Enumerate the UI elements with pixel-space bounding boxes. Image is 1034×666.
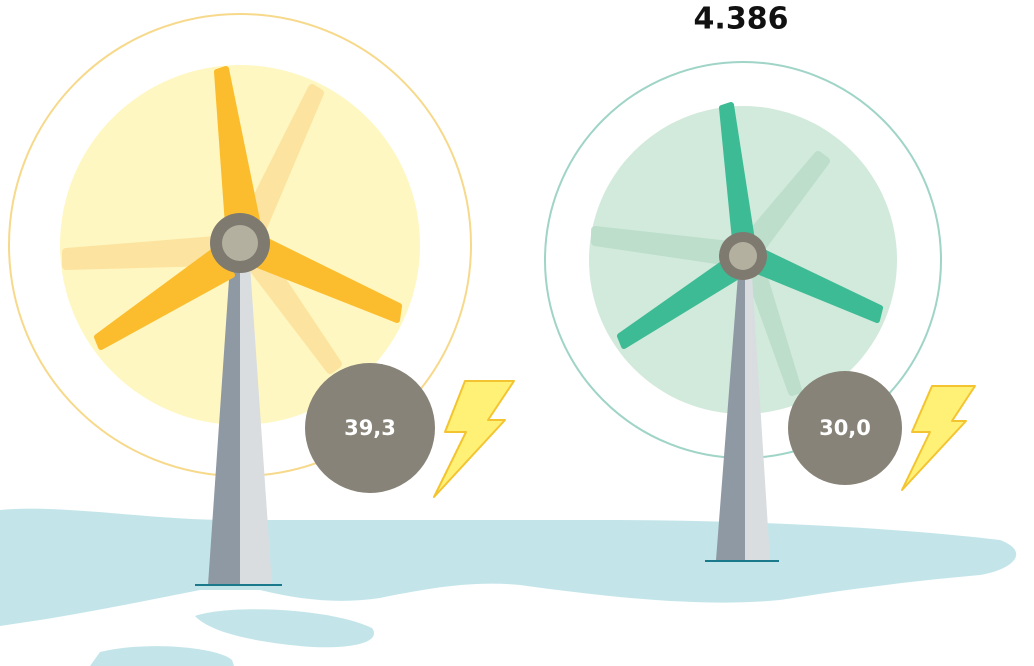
value-label: 39,3 — [344, 416, 396, 440]
infographic: 39,3 30,0 4.386 — [0, 0, 1034, 666]
lightning-icon — [902, 386, 975, 490]
lightning-icon — [434, 381, 514, 497]
turbine-left — [9, 14, 471, 585]
water — [0, 509, 1016, 666]
value-label: 30,0 — [819, 416, 871, 440]
turbine-right — [545, 62, 941, 561]
title: 4.386 — [694, 2, 789, 37]
